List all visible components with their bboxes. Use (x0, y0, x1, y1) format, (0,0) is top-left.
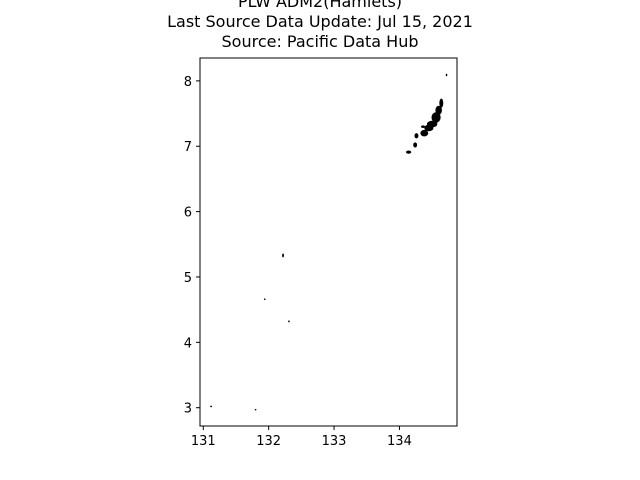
y-tick-label-4: 4 (184, 336, 192, 351)
plot-frame (199, 57, 458, 427)
island-feature-8 (414, 133, 419, 139)
island-feature-9 (420, 129, 429, 137)
title-line-3: Source: Pacific Data Hub (221, 32, 419, 51)
x-tick-label-131: 131 (191, 434, 216, 449)
island-feature-1 (254, 408, 257, 411)
x-tick-label-134: 134 (387, 434, 412, 449)
title-line-1: PLW ADM2(Hamlets) (237, 0, 403, 11)
island-feature-5 (445, 73, 448, 77)
island-feature-12 (431, 112, 441, 123)
island-feature-6 (405, 150, 412, 154)
x-tick-label-133: 133 (322, 434, 347, 449)
map-title: PLW ADM2(Hamlets) Last Source Data Updat… (0, 0, 640, 52)
features-layer (210, 73, 448, 411)
island-feature-0 (210, 405, 213, 408)
y-tick-label-3: 3 (184, 402, 192, 417)
island-feature-7 (413, 142, 418, 148)
y-tick-label-7: 7 (184, 140, 192, 155)
island-feature-14 (439, 98, 444, 108)
title-line-2: Last Source Data Update: Jul 15, 2021 (167, 12, 473, 31)
island-feature-4 (282, 253, 284, 258)
island-feature-3 (288, 320, 290, 323)
island-feature-13 (435, 105, 442, 115)
y-axis: 3 4 5 6 7 8 (184, 75, 200, 417)
island-feature-15 (421, 125, 425, 128)
y-tick-label-5: 5 (184, 271, 192, 286)
y-tick-label-6: 6 (184, 206, 192, 221)
x-axis: 131 132 133 134 (191, 426, 412, 449)
y-tick-label-8: 8 (184, 75, 192, 90)
island-feature-2 (263, 298, 266, 300)
x-tick-label-132: 132 (256, 434, 281, 449)
